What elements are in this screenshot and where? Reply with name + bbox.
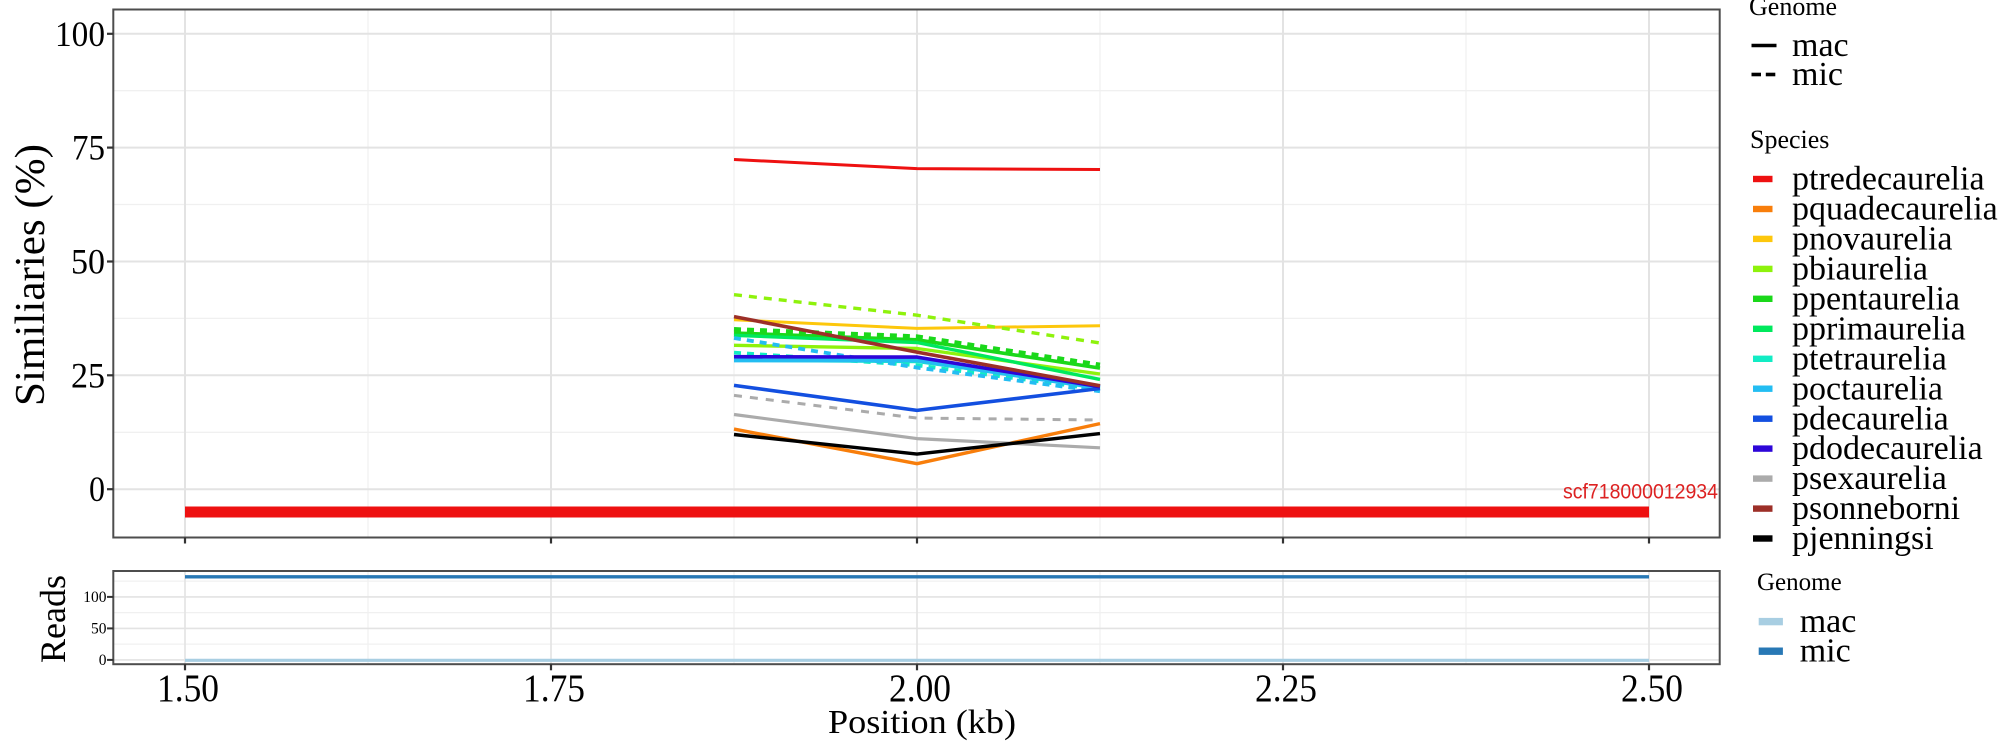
svg-text:100: 100	[55, 14, 105, 54]
svg-text:2.25: 2.25	[1255, 667, 1317, 710]
svg-text:mac: mac	[1792, 27, 1849, 64]
svg-text:75: 75	[72, 128, 105, 168]
svg-text:Position (kb): Position (kb)	[828, 704, 1016, 741]
svg-text:pquadecaurelia: pquadecaurelia	[1792, 191, 1998, 228]
svg-text:25: 25	[71, 355, 105, 395]
svg-text:pdodecaurelia: pdodecaurelia	[1792, 430, 1983, 467]
svg-text:ppentaurelia: ppentaurelia	[1792, 280, 1960, 317]
svg-text:Genome: Genome	[1749, 0, 1837, 21]
svg-text:2.50: 2.50	[1621, 667, 1683, 710]
svg-text:scf718000012934: scf718000012934	[1563, 481, 1718, 504]
svg-text:poctaurelia: poctaurelia	[1792, 370, 1943, 407]
svg-text:pbiaurelia: pbiaurelia	[1792, 251, 1928, 288]
svg-text:mic: mic	[1792, 56, 1843, 93]
svg-text:psonneborni: psonneborni	[1792, 490, 1960, 527]
svg-text:pjenningsi: pjenningsi	[1792, 520, 1934, 557]
svg-text:2.00: 2.00	[889, 667, 951, 710]
svg-text:pprimaurelia: pprimaurelia	[1792, 310, 1966, 347]
svg-text:mic: mic	[1800, 633, 1851, 670]
svg-text:100: 100	[83, 589, 107, 606]
svg-text:0: 0	[99, 652, 107, 669]
svg-text:pdecaurelia: pdecaurelia	[1792, 400, 1949, 437]
svg-text:50: 50	[71, 242, 105, 282]
svg-text:Reads: Reads	[33, 575, 73, 663]
svg-text:Similiaries (%): Similiaries (%)	[8, 144, 54, 406]
svg-text:Species: Species	[1750, 125, 1829, 154]
svg-text:ptredecaurelia: ptredecaurelia	[1792, 161, 1985, 198]
svg-text:1.50: 1.50	[157, 667, 219, 710]
svg-text:pnovaurelia: pnovaurelia	[1792, 221, 1953, 258]
svg-text:mac: mac	[1800, 603, 1857, 640]
svg-text:psexaurelia: psexaurelia	[1792, 460, 1947, 497]
svg-text:1.75: 1.75	[523, 667, 585, 710]
svg-text:50: 50	[91, 621, 107, 638]
svg-text:ptetraurelia: ptetraurelia	[1792, 340, 1947, 377]
svg-text:Genome: Genome	[1757, 569, 1842, 596]
svg-text:0: 0	[89, 469, 105, 509]
